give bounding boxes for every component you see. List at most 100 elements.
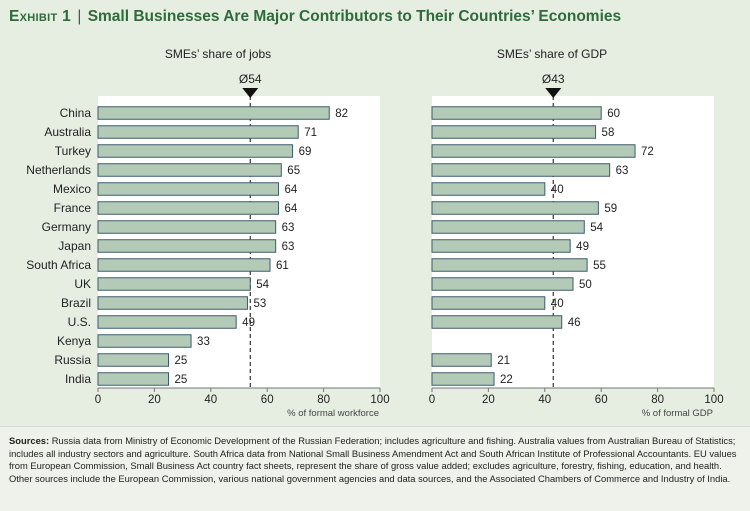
chart2-data-label: 59 bbox=[604, 203, 617, 215]
chart1-bar bbox=[97, 163, 282, 177]
chart2-data-label: 58 bbox=[602, 127, 615, 139]
chart2-data-label: 40 bbox=[551, 184, 564, 196]
chart1-data-label: 71 bbox=[304, 127, 317, 139]
chart2-bar bbox=[431, 182, 546, 196]
chart2-x-tick-label: 60 bbox=[595, 394, 608, 406]
chart2-bar bbox=[431, 353, 492, 367]
chart1-category-label: Japan bbox=[58, 239, 91, 253]
chart2-data-label: 21 bbox=[497, 355, 510, 367]
chart2-x-tick-label: 100 bbox=[704, 394, 723, 406]
sources-label: Sources: bbox=[9, 435, 50, 446]
chart1-category-label: India bbox=[65, 372, 91, 386]
chart1-bar bbox=[97, 277, 251, 291]
chart2-data-label: 22 bbox=[500, 374, 513, 386]
chart2-x-axis-label: % of formal GDP bbox=[642, 408, 713, 419]
chart1-data-label: 65 bbox=[287, 165, 300, 177]
chart1-data-label: 61 bbox=[276, 260, 289, 272]
chart1-bar bbox=[97, 239, 277, 253]
chart1-data-label: 53 bbox=[253, 298, 266, 310]
chart1-bar bbox=[97, 296, 248, 310]
chart2-average-label: Ø43 bbox=[542, 72, 565, 86]
chart2-average-marker bbox=[545, 88, 562, 98]
chart1-x-tick-label: 80 bbox=[317, 394, 330, 406]
chart1-category-label: France bbox=[54, 201, 92, 215]
sources-text: Russia data from Ministry of Economic De… bbox=[9, 435, 737, 484]
chart1-category-label: Turkey bbox=[55, 144, 91, 158]
chart2-bar bbox=[431, 315, 563, 329]
chart1-category-label: Brazil bbox=[61, 296, 91, 310]
chart1-category-label: China bbox=[60, 106, 92, 120]
header-separator: | bbox=[77, 8, 82, 25]
footer-panel bbox=[0, 426, 750, 511]
chart1-title: SMEs’ share of jobs bbox=[165, 47, 271, 61]
chart1-category-label: Australia bbox=[44, 125, 91, 139]
chart2-x-tick-label: 40 bbox=[538, 394, 551, 406]
chart1-category-label: Russia bbox=[54, 353, 91, 367]
chart1-bar bbox=[97, 106, 330, 120]
chart2-bar bbox=[431, 106, 602, 120]
chart1-bar bbox=[97, 220, 277, 234]
chart2-data-label: 60 bbox=[607, 108, 620, 120]
chart1-category-label: Kenya bbox=[57, 334, 91, 348]
charts-area: SMEs’ share of jobs Ø54 China 82 Australia 71… bbox=[26, 47, 723, 419]
chart2-data-label: 49 bbox=[576, 241, 589, 253]
chart2-data-label: 55 bbox=[593, 260, 606, 272]
chart2-bar bbox=[431, 258, 588, 272]
chart2-bar bbox=[431, 163, 611, 177]
chart1-x-axis-label: % of formal workforce bbox=[287, 408, 379, 419]
chart1-x-tick-label: 40 bbox=[204, 394, 217, 406]
chart1-average-label: Ø54 bbox=[239, 72, 262, 86]
chart1-category-label: Netherlands bbox=[26, 163, 91, 177]
chart1-bar bbox=[97, 315, 237, 329]
chart2-data-label: 63 bbox=[616, 165, 629, 177]
exhibit-number: Exhibit 1 bbox=[9, 8, 72, 25]
chart1-bar bbox=[97, 353, 169, 367]
chart2-data-label: 46 bbox=[568, 317, 581, 329]
chart1-category-label: Mexico bbox=[53, 182, 91, 196]
sources-note: Sources: Russia data from Ministry of Ec… bbox=[9, 435, 738, 485]
chart2-x-tick-label: 0 bbox=[429, 394, 435, 406]
chart1-data-label: 63 bbox=[282, 222, 295, 234]
chart1-data-label: 25 bbox=[175, 374, 188, 386]
chart1-data-label: 63 bbox=[282, 241, 295, 253]
chart2-title: SMEs’ share of GDP bbox=[497, 47, 607, 61]
chart1-bar bbox=[97, 125, 299, 139]
chart2-data-label: 72 bbox=[641, 146, 654, 158]
chart1-data-label: 69 bbox=[299, 146, 312, 158]
chart1-data-label: 82 bbox=[335, 108, 348, 120]
exhibit-title: Small Businesses Are Major Contributors … bbox=[87, 8, 622, 25]
chart1-data-label: 54 bbox=[256, 279, 269, 291]
chart1-bar bbox=[97, 258, 271, 272]
chart2-bar bbox=[431, 220, 585, 234]
chart1-x-tick-label: 0 bbox=[95, 394, 101, 406]
chart1-bar bbox=[97, 334, 192, 348]
chart1-category-label: Germany bbox=[42, 220, 91, 234]
chart1-bar bbox=[97, 144, 294, 158]
chart1-data-label: 64 bbox=[284, 203, 297, 215]
chart1-x-tick-label: 20 bbox=[148, 394, 161, 406]
chart2-data-label: 54 bbox=[590, 222, 603, 234]
chart2-bar bbox=[431, 277, 574, 291]
chart2-bar bbox=[431, 125, 597, 139]
chart2-bar bbox=[431, 201, 599, 215]
chart2-x-tick-label: 80 bbox=[651, 394, 664, 406]
exhibit-header: Exhibit 1 | Small Businesses Are Major C… bbox=[9, 8, 741, 26]
chart1-category-label: U.S. bbox=[68, 315, 91, 329]
chart2-data-label: 50 bbox=[579, 279, 592, 291]
chart1-average-marker bbox=[242, 88, 259, 98]
chart2-x-tick-label: 20 bbox=[482, 394, 495, 406]
chart1-data-label: 64 bbox=[284, 184, 297, 196]
chart1-bar bbox=[97, 372, 169, 386]
chart1-x-tick-label: 100 bbox=[370, 394, 389, 406]
chart1-x-tick-label: 60 bbox=[261, 394, 274, 406]
chart1-data-label: 49 bbox=[242, 317, 255, 329]
chart2-bar bbox=[431, 144, 636, 158]
chart1-category-label: UK bbox=[74, 277, 91, 291]
chart2-bar bbox=[431, 372, 495, 386]
chart2-data-label: 40 bbox=[551, 298, 564, 310]
chart2-bar bbox=[431, 239, 571, 253]
chart1-data-label: 33 bbox=[197, 336, 210, 348]
chart1-bar bbox=[97, 201, 279, 215]
chart1-category-label: South Africa bbox=[26, 258, 91, 272]
chart2-bar bbox=[431, 296, 546, 310]
